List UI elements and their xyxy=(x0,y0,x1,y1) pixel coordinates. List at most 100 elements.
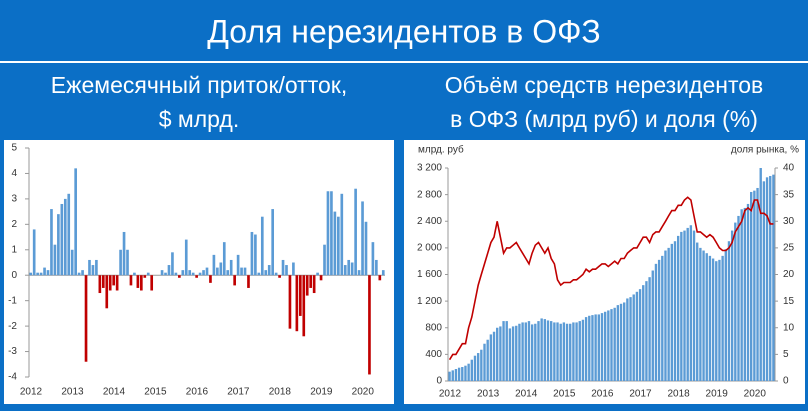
bar xyxy=(699,247,702,381)
bar xyxy=(271,209,274,276)
y-tick-label: 1 600 xyxy=(417,269,442,280)
y-tick-label: 0 xyxy=(11,270,17,281)
bar xyxy=(654,263,658,381)
bar xyxy=(492,331,496,381)
bar xyxy=(285,265,288,276)
bar xyxy=(537,321,540,381)
y-tick-label: 5 xyxy=(11,143,17,154)
x-tick-label: 2018 xyxy=(667,389,690,400)
bar xyxy=(597,314,600,381)
bar xyxy=(295,275,299,332)
bar xyxy=(521,322,524,381)
y-tick-label: 0 xyxy=(436,376,442,387)
bar xyxy=(743,207,747,381)
bar xyxy=(708,255,712,381)
bar xyxy=(638,289,642,381)
y-tick-label: 2 000 xyxy=(417,243,442,254)
bar xyxy=(326,191,330,276)
bar xyxy=(312,275,316,294)
y2-tick-label: 20 xyxy=(783,269,795,280)
bar xyxy=(243,267,247,276)
bar xyxy=(464,365,467,381)
bar xyxy=(600,313,604,381)
x-tick-label: 2014 xyxy=(103,387,126,398)
y-tick-label: -2 xyxy=(8,321,17,332)
x-tick-label: 2019 xyxy=(706,389,729,400)
bar xyxy=(340,193,344,276)
bar xyxy=(515,325,518,381)
bar xyxy=(562,322,566,381)
x-tick-label: 2012 xyxy=(439,389,462,400)
bar xyxy=(499,326,502,381)
chart-title: Объём средств нерезидентов xyxy=(445,72,763,98)
bar xyxy=(527,321,531,381)
bar xyxy=(616,305,620,381)
bar xyxy=(565,323,569,381)
bar xyxy=(467,363,470,381)
bar xyxy=(267,265,271,276)
bar xyxy=(569,323,572,381)
y2-tick-label: 40 xyxy=(783,163,795,174)
bar xyxy=(361,201,364,276)
bar xyxy=(46,270,50,276)
bar xyxy=(483,343,486,381)
bar xyxy=(629,297,632,381)
y-tick-label: 800 xyxy=(425,322,442,333)
bar xyxy=(32,229,36,276)
bar xyxy=(129,275,133,286)
y2-tick-label: 30 xyxy=(783,216,795,227)
bar xyxy=(368,275,371,375)
bar xyxy=(333,211,337,276)
bar xyxy=(209,275,212,283)
bar xyxy=(588,315,591,381)
bar xyxy=(689,225,693,381)
bar xyxy=(375,259,378,276)
bar xyxy=(81,270,84,276)
bar xyxy=(337,216,340,276)
bar xyxy=(451,370,454,381)
x-tick-label: 2013 xyxy=(477,389,500,400)
bar xyxy=(619,303,623,381)
x-tick-label: 2012 xyxy=(20,387,43,398)
bar xyxy=(511,326,515,381)
bar xyxy=(473,355,477,381)
bar xyxy=(470,359,473,381)
bar xyxy=(530,324,534,381)
bar xyxy=(540,318,543,381)
bar xyxy=(737,215,740,381)
bar xyxy=(222,242,226,276)
bar xyxy=(319,275,323,281)
bar xyxy=(174,272,178,276)
bar xyxy=(651,270,654,381)
bar xyxy=(721,255,724,381)
bar xyxy=(635,291,639,381)
bar xyxy=(645,281,648,381)
bar xyxy=(316,272,319,276)
bar xyxy=(584,317,588,381)
bar xyxy=(727,241,731,381)
bar xyxy=(364,221,368,276)
bar xyxy=(594,314,597,381)
bar xyxy=(164,272,167,276)
line xyxy=(448,196,774,361)
bar xyxy=(122,231,126,276)
bar xyxy=(457,367,461,381)
bar xyxy=(715,261,718,381)
bar xyxy=(202,270,205,276)
x-tick-label: 2017 xyxy=(227,387,250,398)
bar xyxy=(480,349,483,381)
y-tick-label: 2 800 xyxy=(417,189,442,200)
bar xyxy=(278,275,281,278)
bar xyxy=(219,262,223,276)
bar xyxy=(191,272,195,276)
bar xyxy=(772,174,775,381)
chart-title: в ОФЗ (млрд руб) и доля (%) xyxy=(450,106,758,132)
bar xyxy=(84,275,88,362)
bar xyxy=(357,270,361,276)
bar xyxy=(347,259,351,276)
bar xyxy=(133,272,136,276)
bar xyxy=(119,249,122,276)
bar xyxy=(108,275,112,291)
bar xyxy=(240,267,243,276)
x-tick-label: 2015 xyxy=(553,389,576,400)
